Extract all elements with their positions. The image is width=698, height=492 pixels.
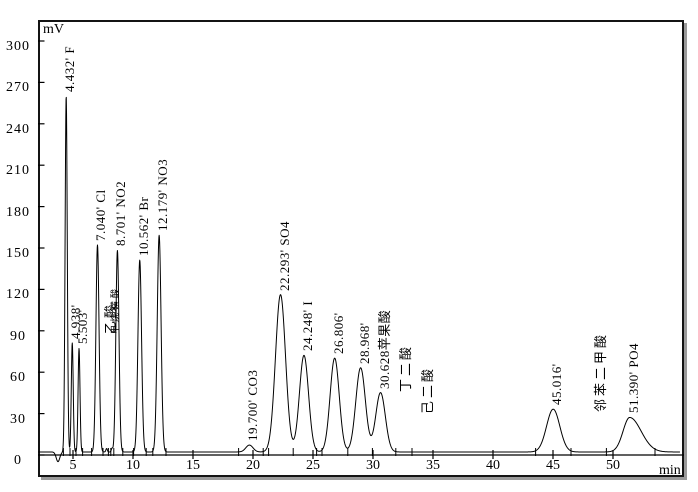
chart-frame: [38, 20, 684, 477]
chromatogram-trace: [37, 96, 681, 463]
